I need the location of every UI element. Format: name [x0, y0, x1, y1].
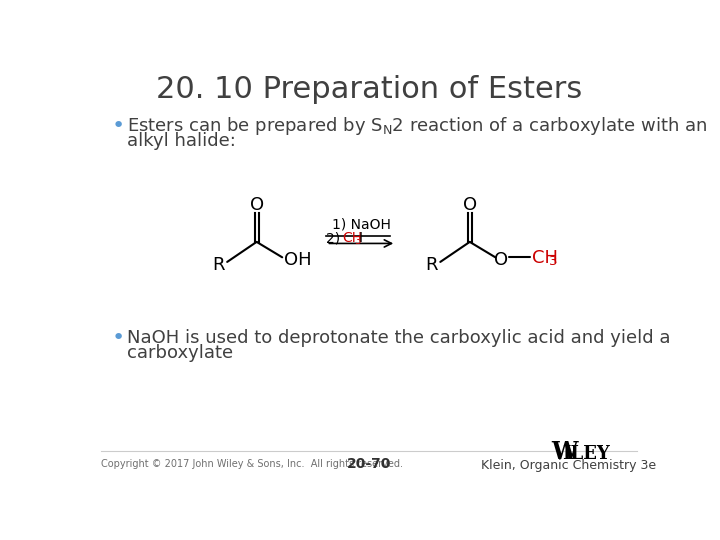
Text: W: W — [551, 440, 577, 464]
Text: 3: 3 — [549, 255, 557, 268]
Text: CH: CH — [342, 231, 362, 245]
Text: Copyright © 2017 John Wiley & Sons, Inc.  All rights reserved.: Copyright © 2017 John Wiley & Sons, Inc.… — [101, 458, 403, 469]
Text: 20-70: 20-70 — [347, 457, 391, 471]
Text: I: I — [359, 231, 363, 245]
Text: •: • — [112, 328, 125, 348]
Text: Esters can be prepared by $\mathregular{S_N}$2 reaction of a carboxylate with an: Esters can be prepared by $\mathregular{… — [127, 116, 708, 137]
Text: carboxylate: carboxylate — [127, 344, 233, 362]
Text: R: R — [212, 256, 225, 274]
Text: OH: OH — [284, 251, 312, 268]
Text: O: O — [495, 252, 508, 269]
Text: 3: 3 — [354, 236, 361, 246]
Text: 1) NaOH: 1) NaOH — [332, 218, 391, 232]
Text: 2): 2) — [326, 231, 345, 245]
Text: 20. 10 Preparation of Esters: 20. 10 Preparation of Esters — [156, 75, 582, 104]
Text: •: • — [112, 117, 125, 137]
Text: NaOH is used to deprotonate the carboxylic acid and yield a: NaOH is used to deprotonate the carboxyl… — [127, 329, 671, 347]
Text: CH: CH — [532, 249, 558, 267]
Text: O: O — [250, 196, 264, 214]
Text: alkyl halide:: alkyl halide: — [127, 132, 236, 150]
Text: Klein, Organic Chemistry 3e: Klein, Organic Chemistry 3e — [481, 460, 656, 472]
Text: O: O — [463, 196, 477, 214]
Text: ILEY: ILEY — [562, 444, 610, 463]
Text: R: R — [426, 256, 438, 274]
